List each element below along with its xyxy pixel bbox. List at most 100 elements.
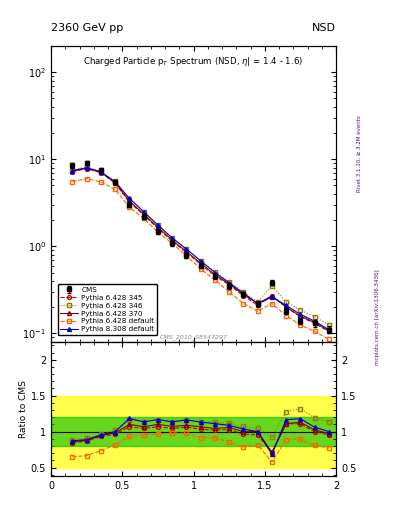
Pythia 6.428 346 [170, 235, 174, 241]
Pythia 6.428 default [241, 301, 246, 307]
Pythia 6.428 370 [213, 272, 217, 278]
Pythia 6.428 345 [141, 212, 146, 218]
Pythia 6.428 345 [156, 225, 160, 231]
Line: Pythia 6.428 346: Pythia 6.428 346 [70, 165, 331, 327]
Pythia 8.308 default [227, 280, 231, 286]
Pythia 8.308 default [113, 179, 118, 185]
Pythia 6.428 346 [84, 164, 89, 170]
Text: NSD: NSD [312, 23, 336, 33]
Pythia 8.308 default [284, 302, 288, 308]
Pythia 6.428 370 [198, 260, 203, 266]
Pythia 6.428 345 [227, 282, 231, 288]
Pythia 6.428 345 [270, 293, 274, 299]
Pythia 6.428 default [312, 328, 317, 334]
Pythia 6.428 370 [99, 169, 103, 175]
Pythia 6.428 370 [270, 293, 274, 299]
Pythia 6.428 default [255, 308, 260, 314]
Pythia 8.308 default [70, 167, 75, 174]
Pythia 6.428 345 [298, 314, 303, 320]
Pythia 6.428 346 [113, 178, 118, 184]
Pythia 6.428 default [170, 240, 174, 246]
Line: Pythia 8.308 default: Pythia 8.308 default [70, 166, 331, 332]
Pythia 6.428 345 [312, 321, 317, 327]
Legend: CMS, Pythia 6.428 345, Pythia 6.428 346, Pythia 6.428 370, Pythia 6.428 default,: CMS, Pythia 6.428 345, Pythia 6.428 346,… [57, 284, 158, 335]
Pythia 6.428 346 [327, 322, 331, 328]
Pythia 6.428 default [213, 277, 217, 283]
Text: 2360 GeV pp: 2360 GeV pp [51, 23, 123, 33]
Pythia 8.308 default [156, 222, 160, 228]
Pythia 6.428 345 [99, 169, 103, 176]
Pythia 6.428 346 [213, 269, 217, 275]
Pythia 8.308 default [198, 258, 203, 264]
Pythia 6.428 default [84, 176, 89, 182]
Pythia 8.308 default [127, 196, 132, 202]
Pythia 6.428 370 [327, 328, 331, 334]
Pythia 6.428 370 [156, 224, 160, 230]
Pythia 6.428 370 [127, 198, 132, 204]
Pythia 6.428 370 [255, 301, 260, 307]
Pythia 6.428 default [127, 204, 132, 210]
Pythia 8.308 default [241, 290, 246, 296]
Line: Pythia 6.428 345: Pythia 6.428 345 [70, 167, 331, 333]
Pythia 6.428 346 [198, 258, 203, 264]
Pythia 6.428 default [70, 179, 75, 185]
Line: Pythia 6.428 default: Pythia 6.428 default [70, 177, 331, 342]
Pythia 6.428 346 [241, 289, 246, 295]
Pythia 6.428 default [198, 266, 203, 272]
Pythia 6.428 346 [255, 299, 260, 305]
Pythia 6.428 370 [241, 291, 246, 297]
Pythia 6.428 345 [84, 165, 89, 172]
Pythia 6.428 default [184, 252, 189, 259]
Pythia 6.428 346 [312, 314, 317, 320]
Pythia 6.428 370 [284, 304, 288, 310]
Pythia 6.428 370 [312, 319, 317, 326]
Pythia 6.428 345 [327, 328, 331, 334]
Pythia 6.428 default [99, 179, 103, 185]
Text: Charged Particle p$_T$ Spectrum (NSD, $\eta$| = 1.4 - 1.6): Charged Particle p$_T$ Spectrum (NSD, $\… [83, 55, 304, 68]
Pythia 6.428 346 [99, 168, 103, 175]
Pythia 6.428 default [284, 312, 288, 318]
Pythia 6.428 370 [170, 237, 174, 243]
Pythia 6.428 345 [198, 261, 203, 267]
Pythia 8.308 default [213, 269, 217, 275]
Pythia 6.428 345 [170, 238, 174, 244]
Text: mcplots.cern.ch [arXiv:1306.3436]: mcplots.cern.ch [arXiv:1306.3436] [375, 270, 380, 365]
Pythia 8.308 default [327, 327, 331, 333]
Pythia 8.308 default [99, 169, 103, 175]
Pythia 6.428 346 [70, 167, 75, 173]
Pythia 6.428 345 [255, 302, 260, 308]
Y-axis label: Ratio to CMS: Ratio to CMS [19, 380, 28, 438]
Pythia 6.428 345 [241, 293, 246, 299]
Pythia 8.308 default [270, 294, 274, 301]
Text: CMS_2010_S8547297: CMS_2010_S8547297 [160, 335, 228, 340]
Pythia 6.428 345 [213, 272, 217, 279]
Pythia 8.308 default [184, 246, 189, 252]
Pythia 6.428 345 [284, 304, 288, 310]
Pythia 6.428 370 [184, 248, 189, 254]
Pythia 6.428 default [227, 289, 231, 295]
Pythia 6.428 346 [127, 196, 132, 202]
Pythia 6.428 345 [70, 168, 75, 175]
Pythia 6.428 default [113, 186, 118, 193]
Pythia 6.428 346 [284, 299, 288, 305]
Pythia 6.428 default [141, 215, 146, 221]
Line: Pythia 6.428 370: Pythia 6.428 370 [70, 166, 331, 333]
Text: Rivet 3.1.10, ≥ 3.2M events: Rivet 3.1.10, ≥ 3.2M events [357, 115, 362, 192]
Pythia 6.428 default [298, 322, 303, 328]
Pythia 6.428 345 [184, 249, 189, 255]
Pythia 6.428 370 [298, 313, 303, 319]
Pythia 6.428 345 [127, 199, 132, 205]
Pythia 6.428 370 [113, 180, 118, 186]
Pythia 6.428 346 [270, 283, 274, 289]
Pythia 6.428 default [270, 301, 274, 307]
Pythia 6.428 346 [184, 246, 189, 252]
Pythia 6.428 default [327, 336, 331, 343]
Pythia 8.308 default [298, 311, 303, 317]
Pythia 8.308 default [170, 235, 174, 241]
Pythia 8.308 default [141, 208, 146, 215]
Pythia 6.428 346 [141, 208, 146, 215]
Pythia 6.428 345 [113, 180, 118, 186]
Pythia 6.428 default [156, 229, 160, 236]
Pythia 8.308 default [84, 165, 89, 171]
Pythia 6.428 346 [156, 222, 160, 228]
